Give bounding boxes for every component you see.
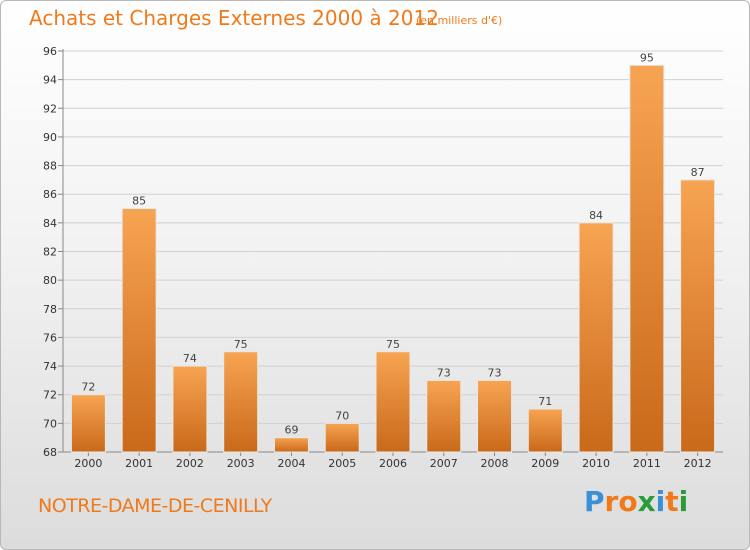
bar-2005 [324,422,360,453]
chart-unit: (en milliers d'€) [416,14,503,27]
logo-letter: i [655,485,666,518]
y-tick-label: 72 [43,389,57,402]
data-label-2011: 95 [640,51,654,64]
y-tick-label: 68 [43,446,57,459]
data-label-2003: 75 [234,338,248,351]
y-tick-label: 84 [43,217,57,230]
data-labels: 72 85 74 75 69 70 75 73 73 71 84 95 87 [81,51,704,436]
bar-2007 [426,379,462,453]
bar-2012 [680,179,716,453]
data-label-2009: 71 [538,395,552,408]
x-tick-label-2008: 2008 [481,457,509,470]
data-label-2012: 87 [691,166,705,179]
bar-2006 [375,351,411,453]
y-tick-label: 90 [43,131,57,144]
data-label-2005: 70 [335,409,349,422]
location-name: NOTRE-DAME-DE-CENILLY [38,495,272,517]
y-tick-label: 78 [43,303,57,316]
bar-2003 [223,351,259,453]
bar-2011 [629,64,665,453]
x-tick-label-2002: 2002 [176,457,204,470]
data-label-2004: 69 [284,424,298,437]
y-tick-label: 82 [43,246,57,259]
data-label-2002: 74 [183,352,197,365]
bar-2008 [477,379,513,453]
x-tick-label-2007: 2007 [430,457,458,470]
y-tick-label: 92 [43,102,57,115]
y-tick-label: 74 [43,360,57,373]
logo-letter: x [637,485,656,518]
y-tick-label: 76 [43,331,57,344]
x-tick-label-2005: 2005 [328,457,356,470]
data-label-2006: 75 [386,338,400,351]
y-tick-label: 94 [43,74,57,87]
logo-letter: t [665,485,679,518]
bar-2004 [273,437,309,453]
x-tick-label-2009: 2009 [531,457,559,470]
bar-2010 [578,222,614,453]
x-tick-label-2012: 2012 [684,457,712,470]
x-tick-label-2004: 2004 [277,457,305,470]
data-label-2001: 85 [132,195,146,208]
logo-letter: r [604,485,619,518]
chart-title: Achats et Charges Externes 2000 à 2012 [29,6,439,30]
data-label-2000: 72 [81,381,95,394]
logo-letter: i [678,485,689,518]
bar-2002 [172,365,208,453]
data-label-2007: 73 [437,366,451,379]
x-tick-label-2000: 2000 [74,457,102,470]
bar-2000 [70,394,106,453]
data-label-2010: 84 [589,209,603,222]
y-tick-label: 70 [43,417,57,430]
logo-letter: o [618,485,638,518]
bar-2001 [121,208,157,453]
y-tick-label: 86 [43,188,57,201]
x-tick-label-2010: 2010 [582,457,610,470]
bar-2009 [527,408,563,453]
data-label-2008: 73 [488,366,502,379]
x-tick-label-2006: 2006 [379,457,407,470]
y-tick-label: 88 [43,160,57,173]
y-tick-label: 80 [43,274,57,287]
logo-letter: P [584,485,605,518]
x-tick-label-2001: 2001 [125,457,153,470]
proxiti-logo: Proxiti [584,485,688,518]
y-tick-label: 96 [43,45,57,58]
x-tick-label-2003: 2003 [227,457,255,470]
bars [70,64,716,453]
x-tick-label-2011: 2011 [633,457,661,470]
